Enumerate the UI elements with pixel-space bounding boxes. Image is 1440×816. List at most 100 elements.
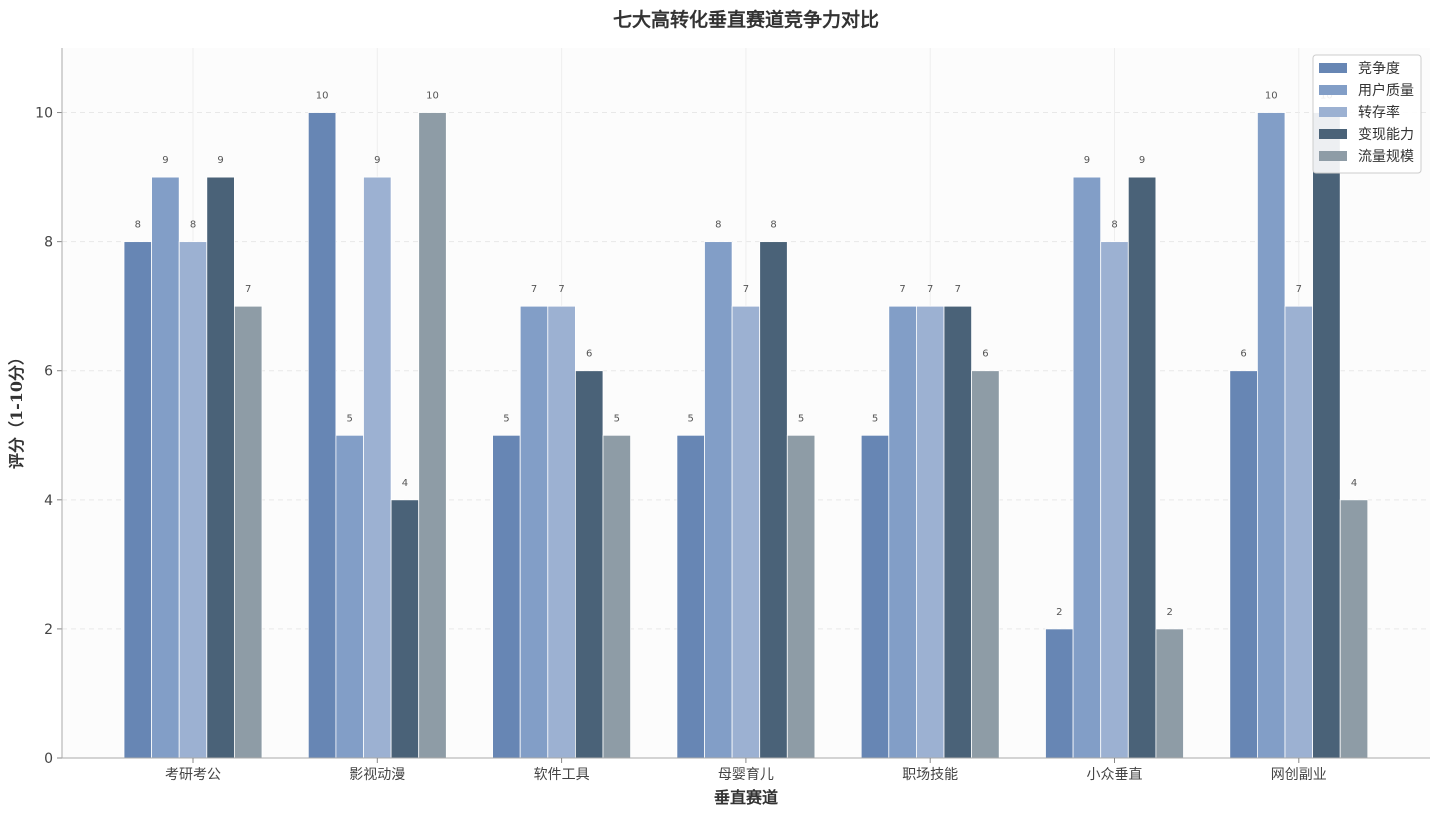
axes: 0 2 4 6 8 10 考研考公 影视动漫 软件工具 母婴育儿 职场技能 小众垂直 网创副业 <box>35 48 1430 783</box>
bar-3-3 <box>759 241 788 759</box>
x-tick-label: 软件工具 <box>534 767 590 783</box>
legend-label: 变现能力 <box>1358 127 1414 143</box>
data-label: 2 <box>1167 607 1173 618</box>
data-label: 5 <box>503 413 509 424</box>
bar-3-4 <box>786 434 816 759</box>
bar-2-2 <box>547 305 576 759</box>
x-tick-label: 网创副业 <box>1271 767 1327 783</box>
bar-2-1 <box>519 305 549 759</box>
legend-swatch <box>1319 63 1347 73</box>
bar-1-1 <box>335 434 364 759</box>
bar-0-3 <box>206 176 235 759</box>
data-label: 7 <box>955 284 961 295</box>
x-tick-label: 母婴育儿 <box>718 767 774 783</box>
bar-4-0 <box>860 434 890 759</box>
data-label: 7 <box>1296 284 1302 295</box>
bar-5-0 <box>1045 628 1074 759</box>
legend-label: 竞争度 <box>1358 60 1400 77</box>
data-label: 7 <box>531 284 537 295</box>
bar-4-3 <box>943 305 973 759</box>
legend-swatch <box>1319 85 1347 95</box>
data-label: 10 <box>316 91 329 102</box>
data-label: 8 <box>135 220 141 231</box>
chart-title: 七大高转化垂直赛道竞争力对比 <box>613 8 879 31</box>
bar-3-0 <box>676 434 705 759</box>
data-label: 6 <box>1240 349 1246 360</box>
data-label: 7 <box>558 284 564 295</box>
bar-3-1 <box>704 241 733 759</box>
data-label: 9 <box>374 155 380 166</box>
data-label: 5 <box>614 413 620 424</box>
bar-1-3 <box>390 499 420 759</box>
bar-6-2 <box>1284 305 1314 759</box>
data-label: 7 <box>245 284 251 295</box>
legend-label: 转存率 <box>1358 104 1400 121</box>
bar-0-2 <box>178 241 208 759</box>
bar-6-0 <box>1229 370 1258 759</box>
bar-0-4 <box>233 305 263 759</box>
data-label: 7 <box>899 284 905 295</box>
bar-1-2 <box>363 176 392 759</box>
bar-6-1 <box>1257 112 1286 759</box>
y-tick-label: 10 <box>35 106 53 122</box>
legend-label: 流量规模 <box>1358 149 1414 165</box>
data-label: 5 <box>688 413 694 424</box>
bars <box>123 112 1369 759</box>
bar-4-2 <box>916 305 945 759</box>
bar-0-0 <box>123 241 153 759</box>
y-tick-label: 0 <box>44 751 53 767</box>
data-label: 8 <box>770 220 776 231</box>
data-label: 6 <box>982 349 988 360</box>
bar-5-1 <box>1072 176 1102 759</box>
x-tick-label: 小众垂直 <box>1087 766 1143 783</box>
data-label: 2 <box>1056 607 1062 618</box>
data-label: 9 <box>1139 155 1145 166</box>
bar-5-2 <box>1100 241 1129 759</box>
data-label: 5 <box>798 413 804 424</box>
bar-2-3 <box>575 370 604 759</box>
data-label: 8 <box>190 220 196 231</box>
bar-1-4 <box>418 112 447 759</box>
data-label: 4 <box>402 478 408 489</box>
x-tick-label: 影视动漫 <box>349 767 405 783</box>
data-label: 10 <box>426 91 439 102</box>
data-label: 4 <box>1351 478 1357 489</box>
data-label: 7 <box>743 284 749 295</box>
y-tick-label: 8 <box>44 235 53 251</box>
legend-label: 用户质量 <box>1358 82 1414 99</box>
x-axis-label: 垂直赛道 <box>714 788 778 807</box>
data-label: 10 <box>1265 91 1278 102</box>
bar-6-3 <box>1312 112 1341 759</box>
data-label: 5 <box>872 413 878 424</box>
legend-swatch <box>1319 129 1347 139</box>
data-label: 9 <box>162 155 168 166</box>
data-label: 8 <box>715 220 721 231</box>
bar-2-0 <box>492 434 521 759</box>
legend-swatch <box>1319 107 1347 117</box>
bar-5-4 <box>1155 628 1184 759</box>
y-tick-label: 4 <box>44 493 53 509</box>
y-tick-label: 6 <box>44 364 53 380</box>
bar-3-2 <box>731 305 761 759</box>
bar-4-1 <box>888 305 917 759</box>
legend-swatch <box>1319 151 1347 161</box>
legend-box <box>1312 54 1422 174</box>
y-tick-label: 2 <box>44 622 53 638</box>
bar-4-4 <box>971 370 1000 759</box>
data-label: 8 <box>1111 220 1117 231</box>
bar-0-1 <box>151 176 180 759</box>
data-label: 9 <box>1084 155 1090 166</box>
x-tick-label: 职场技能 <box>902 767 958 783</box>
x-tick-label: 考研考公 <box>165 767 221 783</box>
bar-2-4 <box>602 434 632 759</box>
y-axis-label: 评分（1-10分） <box>7 349 26 469</box>
data-label: 7 <box>927 284 933 295</box>
bar-6-4 <box>1339 499 1369 759</box>
bar-1-0 <box>307 112 337 759</box>
data-label: 9 <box>217 155 223 166</box>
data-label: 5 <box>347 413 353 424</box>
bar-5-3 <box>1127 176 1157 759</box>
data-label: 6 <box>586 349 592 360</box>
